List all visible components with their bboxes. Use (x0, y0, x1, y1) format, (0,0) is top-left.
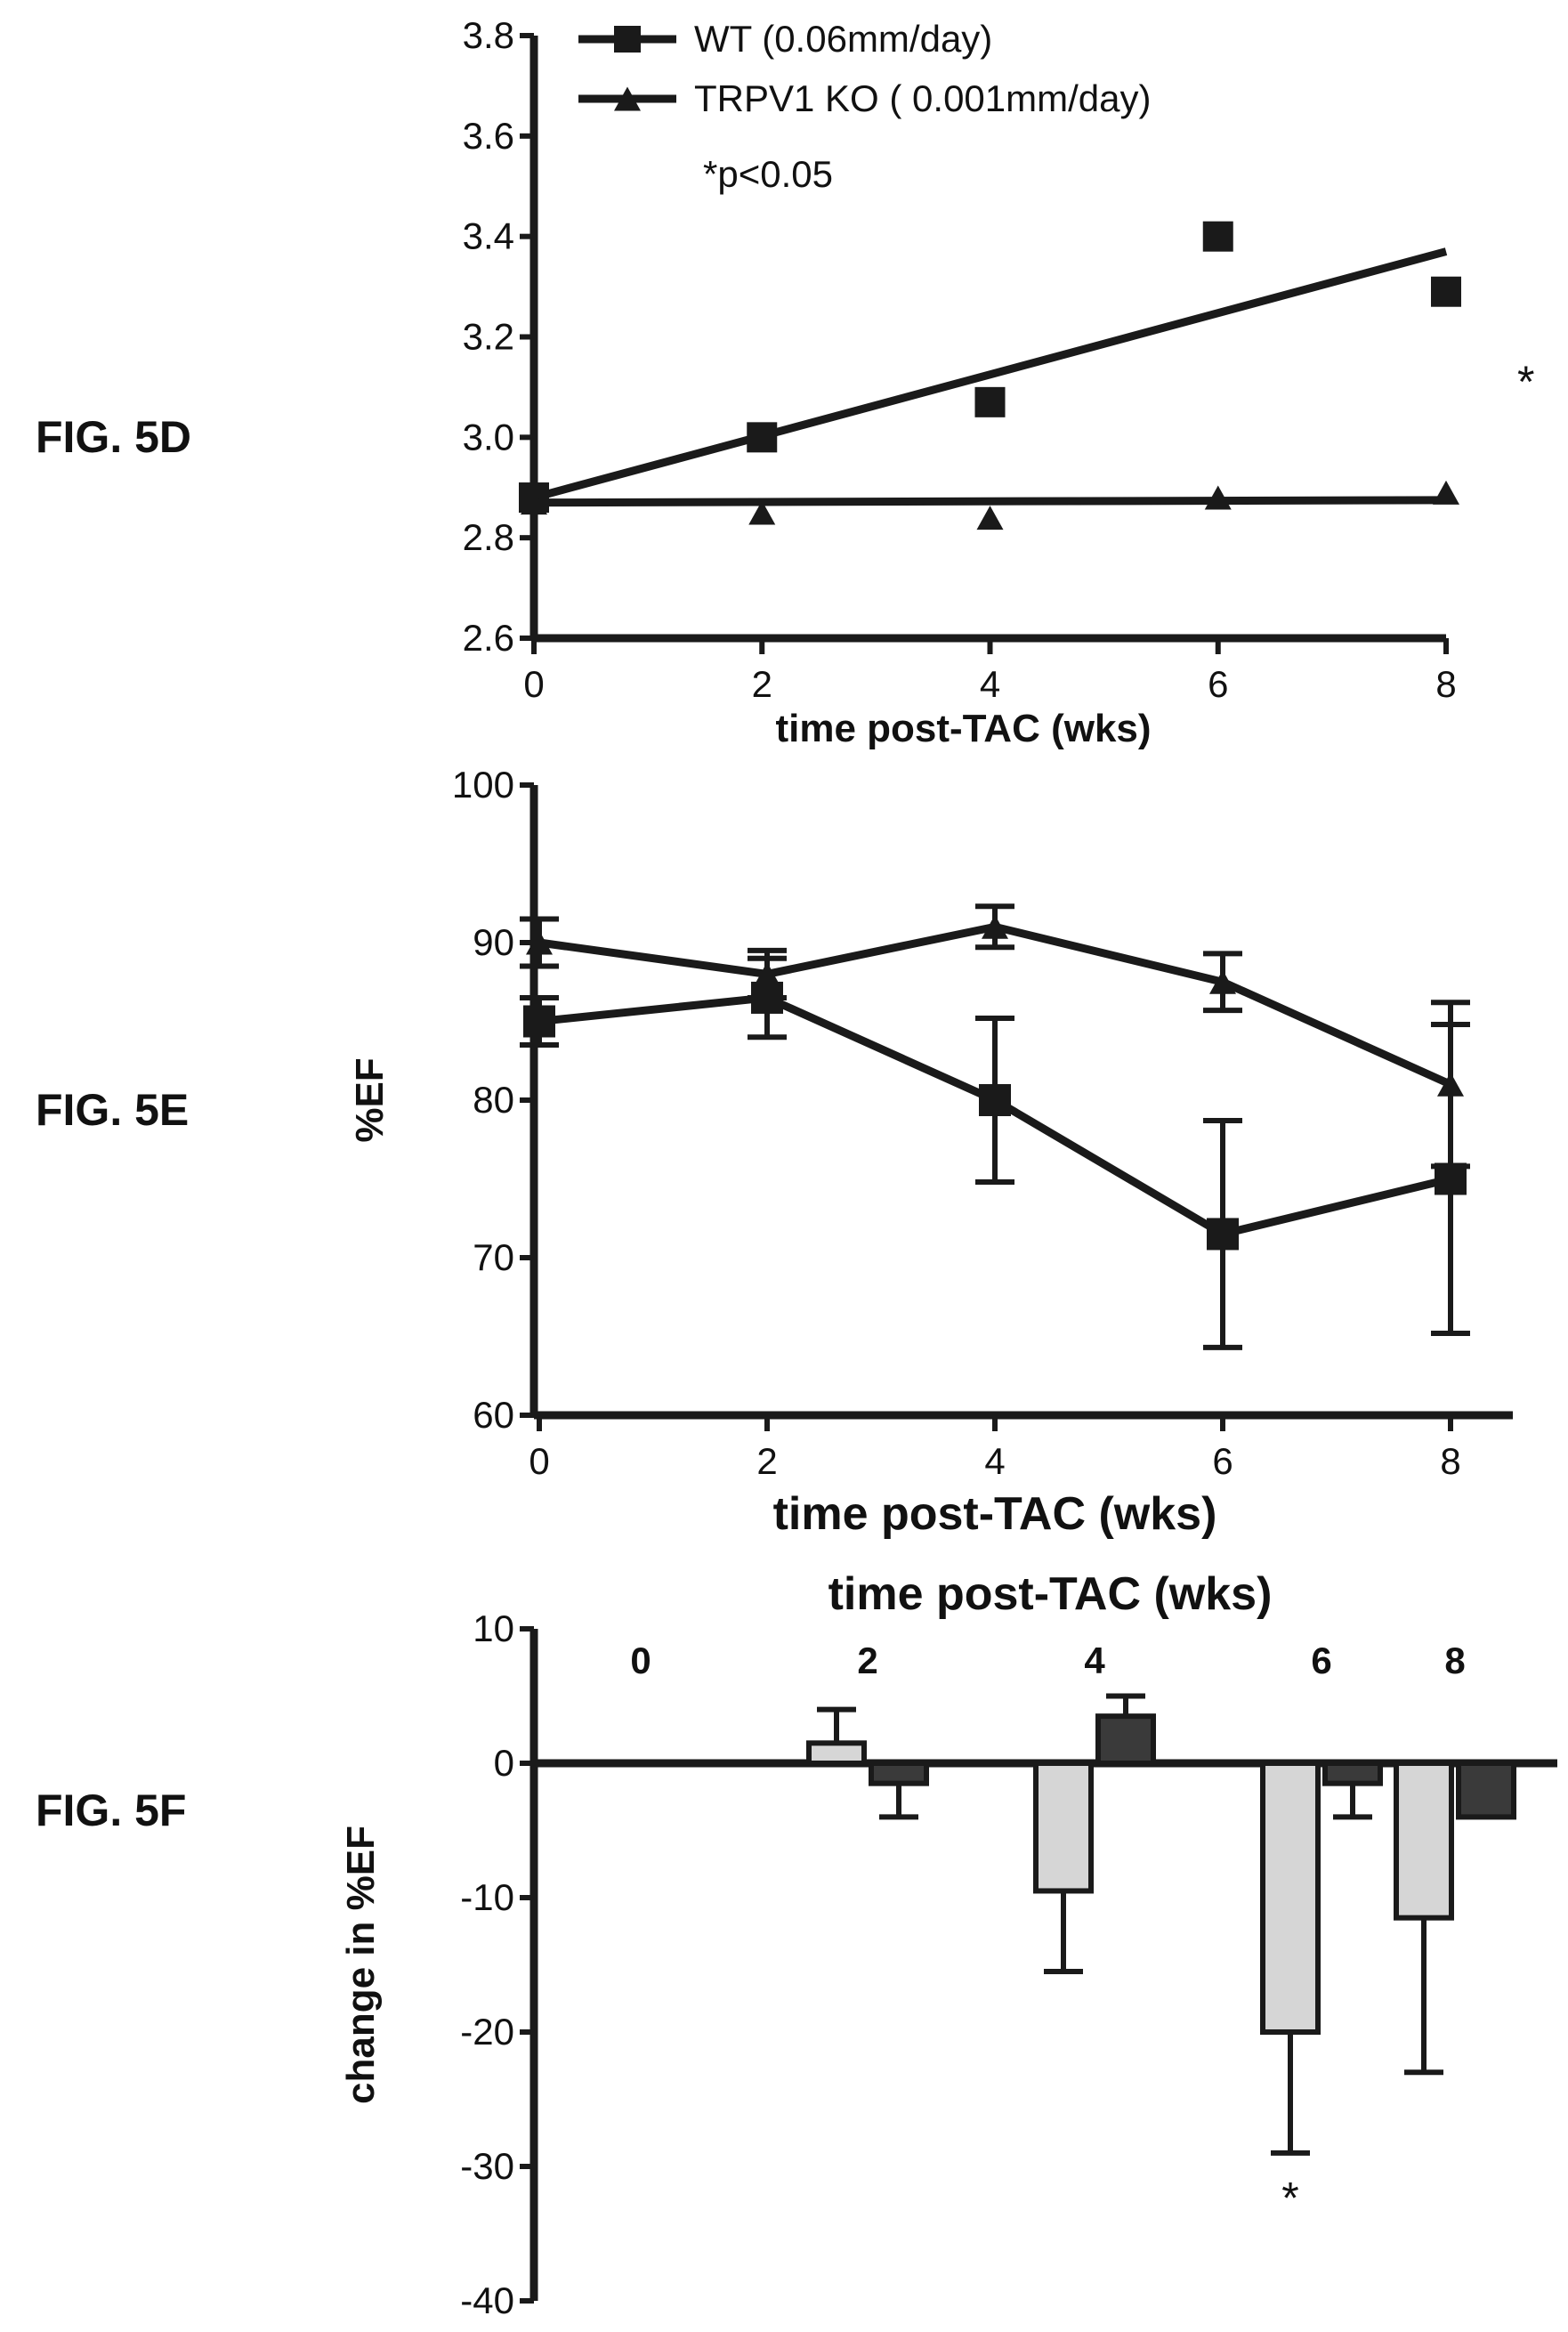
data-point-5e-0 (1207, 1218, 1239, 1251)
legend-label-5d-1: TRPV1 KO ( 0.001mm/day) (694, 77, 1152, 119)
y-tick-label-5f: -10 (460, 1876, 514, 1918)
legend-marker-5d-0 (614, 26, 641, 53)
data-point-5d-0 (974, 386, 1006, 417)
bar-5f-1 (869, 1761, 929, 1786)
y-axis-title-5e: %EF (348, 1057, 392, 1142)
y-tick-label-5d: 3.0 (463, 416, 514, 457)
category-label-5f: 2 (857, 1640, 877, 1681)
x-tick-label-5e: 4 (984, 1440, 1005, 1482)
x-tick-label-5d: 0 (523, 663, 544, 705)
fit-line-5d-0 (532, 247, 1448, 502)
y-tick-label-5e: 90 (473, 921, 514, 963)
bar-5f-1 (1095, 1713, 1156, 1767)
y-tick-label-5e: 70 (473, 1236, 514, 1278)
y-tick-label-5f: 10 (473, 1607, 514, 1649)
panel-label-5f: FIG. 5F (36, 1785, 187, 1835)
chart-5e: 60 70 80 90 100 0 2 4 6 8 time post-TAC (wks) %EF (348, 764, 1513, 1540)
x-tick-label-5d: 8 (1435, 663, 1456, 705)
chart-5d: 2.6 2.8 3.0 3.2 3.4 3.6 3.8 0 2 4 6 8 time post-TAC … (463, 14, 1535, 750)
bar-5f-0 (1394, 1761, 1454, 1921)
panel-label-5e: FIG. 5E (36, 1085, 190, 1135)
x-tick-label-5e: 2 (756, 1440, 777, 1482)
x-tick-label-5e: 8 (1440, 1440, 1460, 1482)
category-label-5f: 6 (1311, 1640, 1331, 1681)
category-label-5f: 0 (630, 1640, 651, 1681)
x-tick-label-5e: 6 (1212, 1440, 1233, 1482)
data-point-5d-1 (748, 500, 776, 525)
legend-note-5d: *p<0.05 (703, 153, 833, 195)
bar-5f-0 (1260, 1761, 1321, 2035)
data-point-5d-1 (976, 506, 1004, 530)
y-tick-label-5d: 3.4 (463, 215, 514, 257)
x-tick-label-5e: 0 (529, 1440, 549, 1482)
y-axis-title-5f: change in %EF (339, 1826, 383, 2104)
panel-label-5d: FIG. 5D (36, 412, 192, 462)
bar-5f-0 (806, 1740, 867, 1766)
data-point-5d-1 (1204, 485, 1232, 510)
data-point-5e-1 (1209, 969, 1236, 994)
category-label-5f: 8 (1444, 1640, 1465, 1681)
fit-line-5d-1 (533, 496, 1447, 507)
data-point-5e-1 (526, 930, 553, 955)
x-axis-title-5f: time post-TAC (wks) (828, 1568, 1273, 1620)
y-tick-label-5d: 3.8 (463, 14, 514, 56)
data-point-5e-1 (1437, 1072, 1464, 1097)
y-tick-label-5e: 60 (473, 1394, 514, 1436)
category-label-5f: 4 (1084, 1640, 1105, 1681)
significance-marker-5d: * (1517, 357, 1534, 407)
bar-5f-0 (1033, 1761, 1094, 1894)
chart-5f: -40 -30 -20 -10 0 10 0 2 4 6 8 time post-TAC (wks) c… (339, 1568, 1557, 2321)
legend-label-5d-0: WT (0.06mm/day) (694, 18, 992, 60)
y-tick-label-5f: -30 (460, 2145, 514, 2187)
y-tick-label-5e: 100 (452, 764, 514, 806)
data-point-5d-1 (521, 490, 547, 515)
x-tick-label-5d: 2 (752, 663, 772, 705)
y-tick-label-5f: -40 (460, 2279, 514, 2321)
data-point-5e-0 (523, 1005, 555, 1038)
bar-5f-1 (1456, 1761, 1516, 1820)
y-tick-label-5d: 2.8 (463, 516, 514, 558)
x-tick-label-5d: 6 (1208, 663, 1228, 705)
data-point-5e-0 (979, 1084, 1011, 1116)
legend-marker-5d-1 (614, 86, 641, 111)
y-tick-label-5f: 0 (494, 1742, 514, 1784)
y-tick-label-5d: 3.2 (463, 316, 514, 358)
x-axis-title-5d: time post-TAC (wks) (775, 707, 1151, 750)
bar-5f-1 (1322, 1761, 1383, 1786)
data-point-5d-0 (747, 422, 778, 453)
significance-marker-5f: * (1281, 2174, 1298, 2223)
y-tick-label-5f: -20 (460, 2011, 514, 2053)
data-point-5d-1 (1433, 480, 1459, 505)
data-point-5d-0 (1202, 221, 1233, 252)
y-tick-label-5d: 2.6 (463, 617, 514, 659)
x-axis-title-5e: time post-TAC (wks) (773, 1488, 1217, 1540)
x-tick-label-5d: 4 (980, 663, 1000, 705)
data-point-5d-0 (1431, 276, 1461, 307)
y-tick-label-5e: 80 (473, 1079, 514, 1121)
data-point-5e-1 (754, 961, 780, 986)
data-point-5e-1 (982, 914, 1008, 939)
y-tick-label-5d: 3.6 (463, 115, 514, 157)
